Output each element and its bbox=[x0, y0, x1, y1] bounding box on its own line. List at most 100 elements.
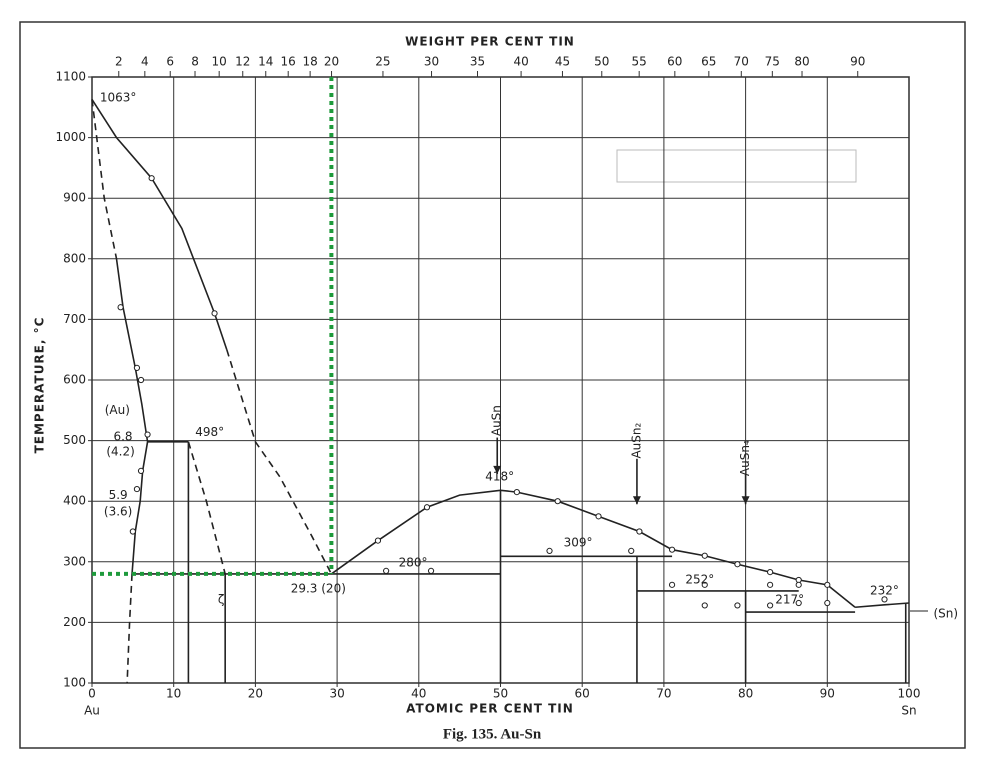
data-point bbox=[423, 504, 431, 511]
data-point bbox=[133, 364, 141, 371]
data-point bbox=[668, 546, 676, 553]
x2-tick-label: 12 bbox=[235, 55, 250, 69]
x-tick-label: 70 bbox=[656, 687, 671, 701]
data-point bbox=[628, 547, 635, 554]
x2-tick-label: 14 bbox=[258, 55, 273, 69]
arrow-head bbox=[493, 465, 502, 474]
data-point bbox=[554, 498, 561, 505]
x-tick-label: 0 bbox=[88, 687, 96, 701]
y-tick-label: 1100 bbox=[55, 70, 86, 84]
x2-tick-label: 20 bbox=[324, 55, 339, 69]
annotation: (4.2) bbox=[106, 445, 134, 459]
phase-line bbox=[187, 441, 226, 575]
annotation: 217° bbox=[775, 592, 804, 606]
annotation: 252° bbox=[685, 572, 714, 586]
x2-tick-label: 65 bbox=[701, 55, 716, 69]
y-tick-label: 900 bbox=[63, 191, 86, 205]
x2-tick-label: 16 bbox=[281, 55, 296, 69]
annotation: 29.3 (20) bbox=[291, 582, 346, 596]
phase-line bbox=[226, 349, 333, 575]
phase-line bbox=[91, 99, 118, 259]
data-point bbox=[734, 602, 741, 609]
data-point bbox=[148, 175, 155, 182]
x2-tick-label: 75 bbox=[765, 55, 780, 69]
x2-tick-label: 55 bbox=[632, 55, 647, 69]
arrow-head bbox=[632, 496, 641, 505]
y-tick-label: 200 bbox=[63, 615, 86, 629]
annotation: (Sn) bbox=[933, 606, 958, 620]
annotation: 309° bbox=[564, 536, 593, 550]
data-point bbox=[701, 581, 708, 588]
x2-tick-label: 18 bbox=[302, 55, 317, 69]
y-tick-label: 400 bbox=[63, 494, 86, 508]
data-point bbox=[734, 561, 741, 568]
x-tick-label: 100 bbox=[898, 687, 921, 701]
data-point bbox=[211, 310, 218, 317]
caption: Fig. 135. Au-Sn bbox=[443, 726, 542, 742]
x-tick-label: 90 bbox=[820, 687, 835, 701]
annotation: (Au) bbox=[105, 403, 130, 417]
annotation: 5.9 bbox=[109, 488, 128, 502]
frame bbox=[19, 21, 966, 749]
y-axis-title: TEMPERATURE, °C bbox=[33, 317, 47, 454]
x-tick-label: 30 bbox=[329, 687, 344, 701]
x-tick-label: 50 bbox=[493, 687, 508, 701]
end-label: Sn bbox=[901, 704, 916, 718]
x2-tick-label: 2 bbox=[115, 55, 123, 69]
x-tick-label: 10 bbox=[166, 687, 181, 701]
end-label: Au bbox=[84, 704, 100, 718]
data-point bbox=[668, 581, 676, 588]
annotation: 498° bbox=[195, 425, 224, 439]
x2-tick-label: 8 bbox=[191, 55, 199, 69]
data-point bbox=[767, 569, 774, 576]
x2-tick-label: 90 bbox=[850, 55, 865, 69]
data-point bbox=[701, 602, 708, 609]
data-point bbox=[137, 376, 145, 384]
phase-line bbox=[126, 573, 133, 684]
x2-axis-title: WEIGHT PER CENT TIN bbox=[405, 35, 575, 49]
data-point bbox=[701, 552, 708, 559]
x-tick-label: 60 bbox=[575, 687, 590, 701]
x2-tick-label: 6 bbox=[166, 55, 174, 69]
x-tick-label: 20 bbox=[248, 687, 263, 701]
data-point bbox=[133, 485, 141, 493]
annotation: ζ bbox=[218, 592, 225, 606]
x2-tick-label: 10 bbox=[212, 55, 227, 69]
annotation: 418° bbox=[485, 469, 514, 483]
data-point bbox=[795, 599, 802, 607]
x2-tick-label: 80 bbox=[794, 55, 809, 69]
x2-tick-label: 4 bbox=[141, 55, 149, 69]
annotation: 1063° bbox=[100, 91, 137, 105]
y-tick-label: 100 bbox=[63, 676, 86, 690]
y-tick-label: 700 bbox=[63, 312, 86, 326]
y-tick-label: 500 bbox=[63, 433, 86, 447]
blank-box bbox=[616, 149, 857, 183]
y-tick-label: 1000 bbox=[55, 130, 86, 144]
arrow-head bbox=[741, 496, 750, 505]
y-tick-label: 600 bbox=[63, 373, 86, 387]
data-point bbox=[427, 567, 435, 574]
x-axis-title: ATOMIC PER CENT TIN bbox=[406, 702, 574, 716]
compound-label: AuSn bbox=[490, 405, 504, 436]
annotation: 6.8 bbox=[113, 429, 132, 443]
x2-tick-label: 70 bbox=[734, 55, 749, 69]
x2-tick-label: 25 bbox=[375, 55, 390, 69]
data-point bbox=[374, 537, 382, 544]
data-point bbox=[137, 467, 145, 474]
annotation: (3.6) bbox=[104, 505, 132, 519]
data-point bbox=[767, 602, 774, 609]
compound-label: AuSn₂ bbox=[629, 422, 643, 458]
annotation: 280° bbox=[399, 556, 428, 570]
x2-tick-label: 30 bbox=[424, 55, 439, 69]
x-tick-label: 80 bbox=[738, 687, 753, 701]
data-point bbox=[383, 567, 390, 574]
data-point bbox=[595, 513, 602, 520]
compound-label: AuSn₄ bbox=[738, 440, 752, 476]
data-point bbox=[795, 581, 802, 588]
data-point bbox=[129, 528, 136, 535]
data-point bbox=[144, 431, 151, 438]
data-point bbox=[117, 304, 124, 311]
x2-tick-label: 35 bbox=[470, 55, 485, 69]
